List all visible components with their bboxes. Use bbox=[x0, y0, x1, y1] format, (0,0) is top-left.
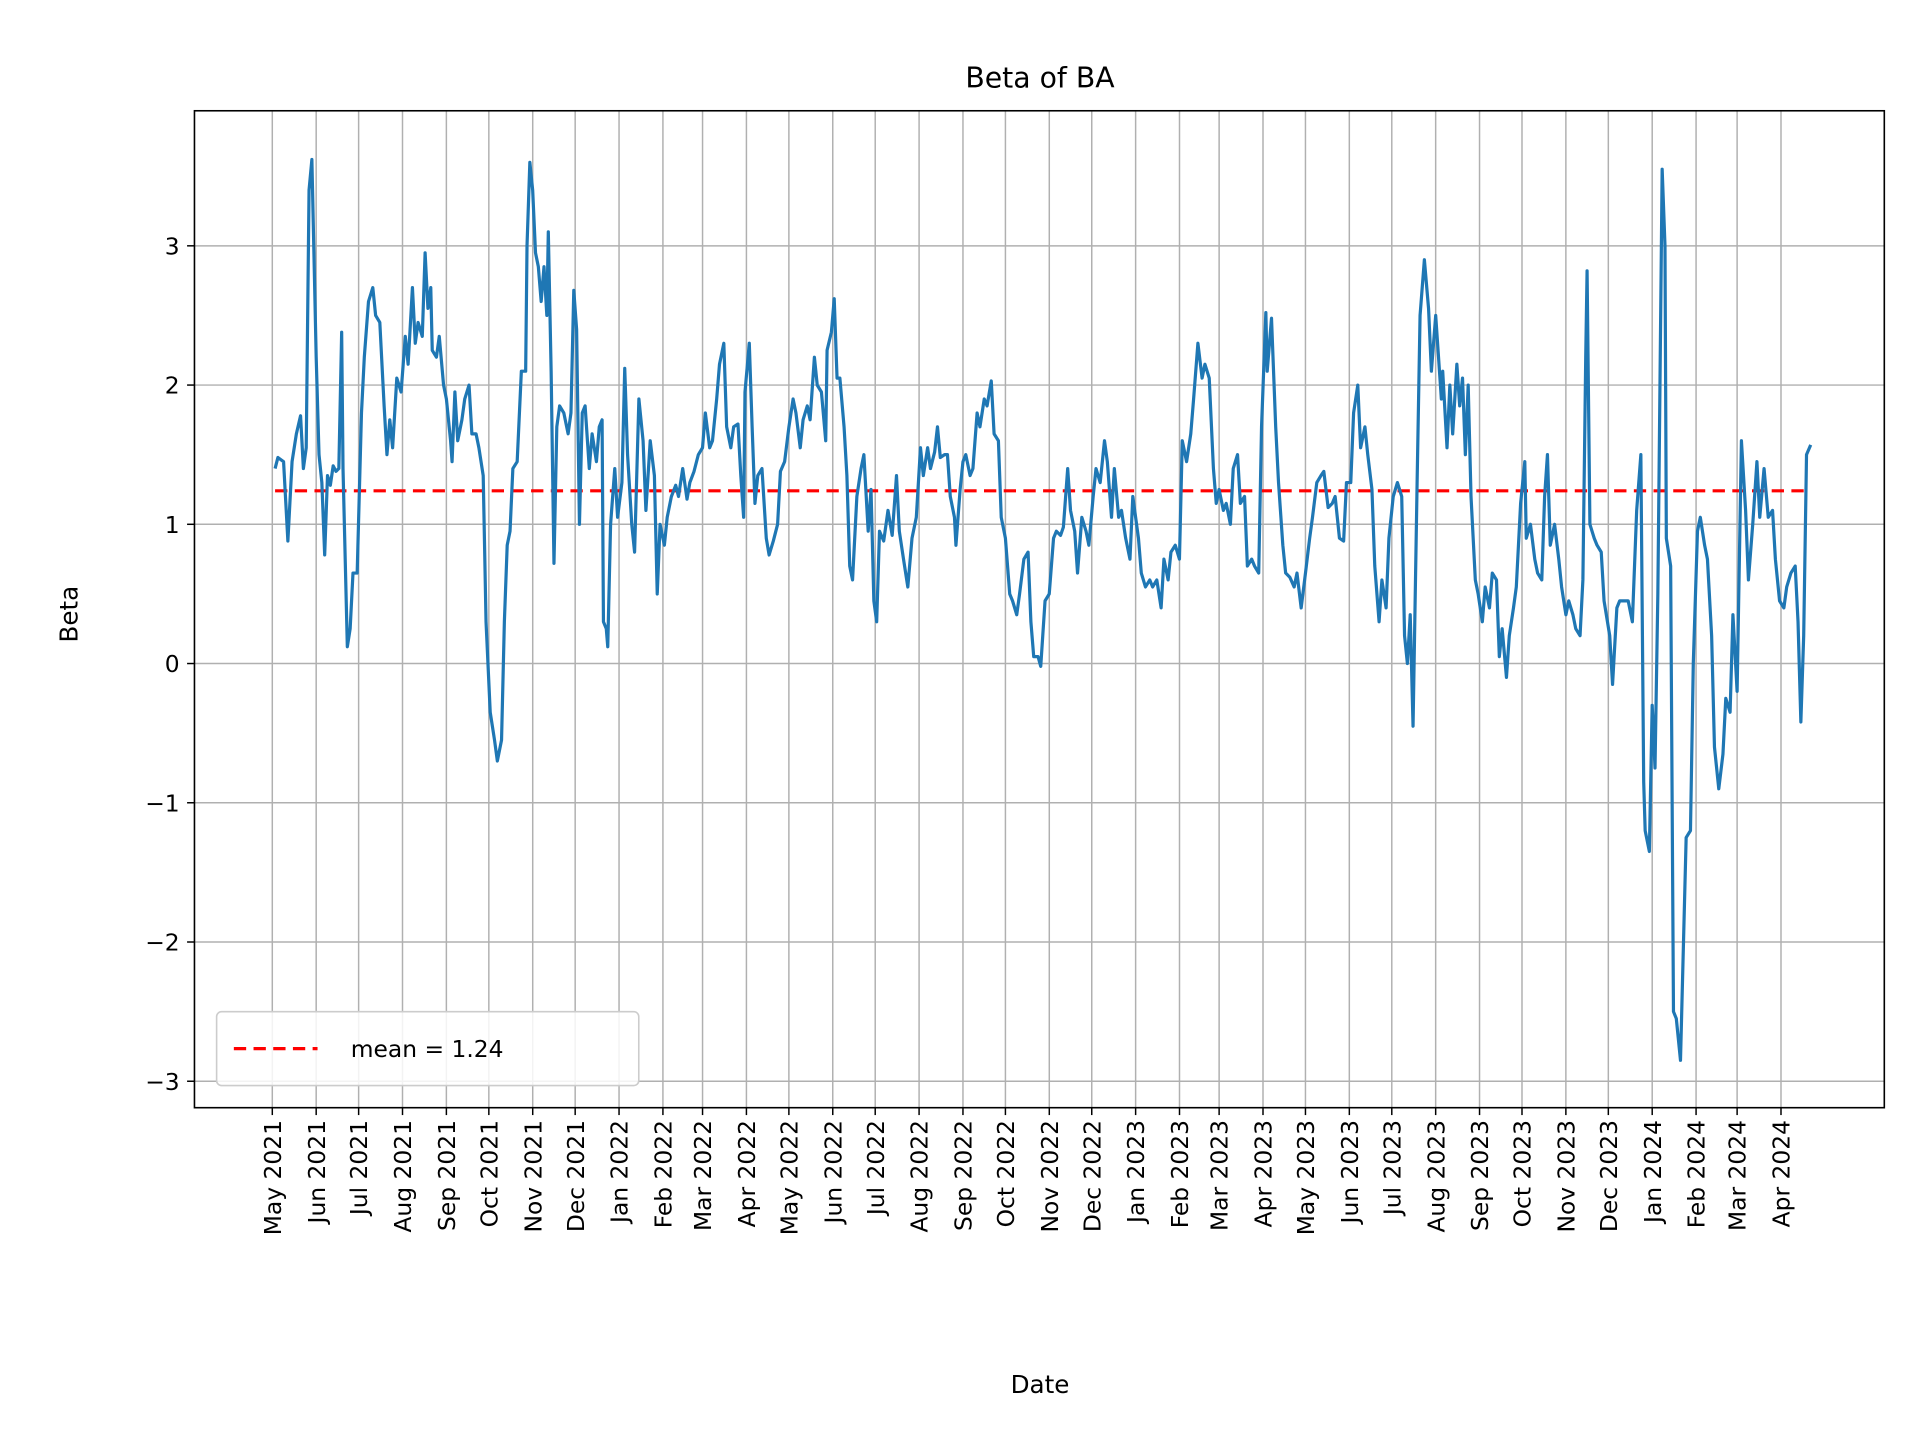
x-tick-label: Oct 2023 bbox=[1509, 1120, 1537, 1227]
x-tick-label: May 2023 bbox=[1292, 1120, 1320, 1235]
x-tick-label: Feb 2024 bbox=[1683, 1120, 1711, 1228]
legend: mean = 1.24 bbox=[215, 1010, 640, 1087]
y-tick-label: 2 bbox=[165, 372, 180, 400]
x-tick-label: Dec 2023 bbox=[1595, 1120, 1623, 1232]
x-tick-label: Apr 2023 bbox=[1250, 1120, 1278, 1227]
x-tick-label: Mar 2024 bbox=[1724, 1120, 1752, 1231]
x-tick-label: Mar 2022 bbox=[689, 1120, 717, 1231]
x-tick-label: Feb 2023 bbox=[1166, 1120, 1194, 1228]
x-tick-label: Apr 2024 bbox=[1768, 1120, 1796, 1227]
x-tick-label: Jan 2023 bbox=[1122, 1120, 1150, 1225]
x-tick-label: Oct 2022 bbox=[992, 1120, 1020, 1227]
x-tick-label: May 2021 bbox=[259, 1120, 287, 1235]
x-tick-label: Jun 2022 bbox=[819, 1120, 847, 1225]
x-tick-label: Sep 2022 bbox=[950, 1120, 978, 1231]
x-tick-label: Dec 2021 bbox=[562, 1120, 590, 1232]
x-tick-label: Sep 2023 bbox=[1466, 1120, 1494, 1231]
x-tick-label: Jul 2022 bbox=[862, 1120, 890, 1217]
x-tick-label: Jan 2024 bbox=[1639, 1120, 1667, 1225]
legend-box bbox=[215, 1010, 640, 1087]
x-tick-label: Aug 2021 bbox=[389, 1120, 417, 1233]
y-tick-label: −3 bbox=[145, 1068, 179, 1096]
x-tick-label: Jun 2021 bbox=[303, 1120, 331, 1225]
y-tick-label: −1 bbox=[145, 789, 179, 817]
x-tick-label: Aug 2022 bbox=[906, 1120, 934, 1233]
x-tick-label: Mar 2023 bbox=[1206, 1120, 1234, 1231]
plot-frame bbox=[193, 109, 1886, 1109]
legend-mean-label: mean = 1.24 bbox=[351, 1035, 504, 1063]
x-axis-ticks: May 2021 Jun 2021 Jul 2021 Aug 2021 Sep 2021… bbox=[259, 1107, 1796, 1235]
x-tick-label: Jun 2023 bbox=[1336, 1120, 1364, 1225]
x-tick-label: May 2022 bbox=[775, 1120, 803, 1235]
x-tick-label: Jul 2021 bbox=[345, 1120, 373, 1217]
y-tick-label: 1 bbox=[165, 511, 180, 539]
y-tick-label: 0 bbox=[165, 650, 180, 678]
x-axis-label: Date bbox=[1011, 1370, 1070, 1399]
x-tick-label: Nov 2022 bbox=[1036, 1120, 1064, 1233]
x-tick-label: Oct 2021 bbox=[475, 1120, 503, 1227]
x-tick-label: Feb 2022 bbox=[650, 1120, 678, 1228]
x-tick-label: Apr 2022 bbox=[733, 1120, 761, 1227]
x-tick-label: Nov 2021 bbox=[519, 1120, 547, 1233]
y-tick-label: −2 bbox=[145, 929, 179, 957]
y-axis-ticks: −3 −2 −1 0 1 2 3 bbox=[145, 232, 195, 1096]
y-axis-label: Beta bbox=[55, 586, 84, 643]
x-tick-label: Jan 2022 bbox=[606, 1120, 634, 1225]
x-tick-label: Dec 2022 bbox=[1078, 1120, 1106, 1232]
x-tick-label: Nov 2023 bbox=[1552, 1120, 1580, 1233]
x-tick-label: Sep 2021 bbox=[433, 1120, 461, 1231]
y-tick-label: 3 bbox=[165, 232, 180, 260]
x-tick-label: Jul 2023 bbox=[1378, 1120, 1406, 1217]
chart-title: Beta of BA bbox=[965, 61, 1115, 94]
x-tick-label: Aug 2023 bbox=[1422, 1120, 1450, 1233]
beta-series-line bbox=[273, 157, 1813, 1062]
